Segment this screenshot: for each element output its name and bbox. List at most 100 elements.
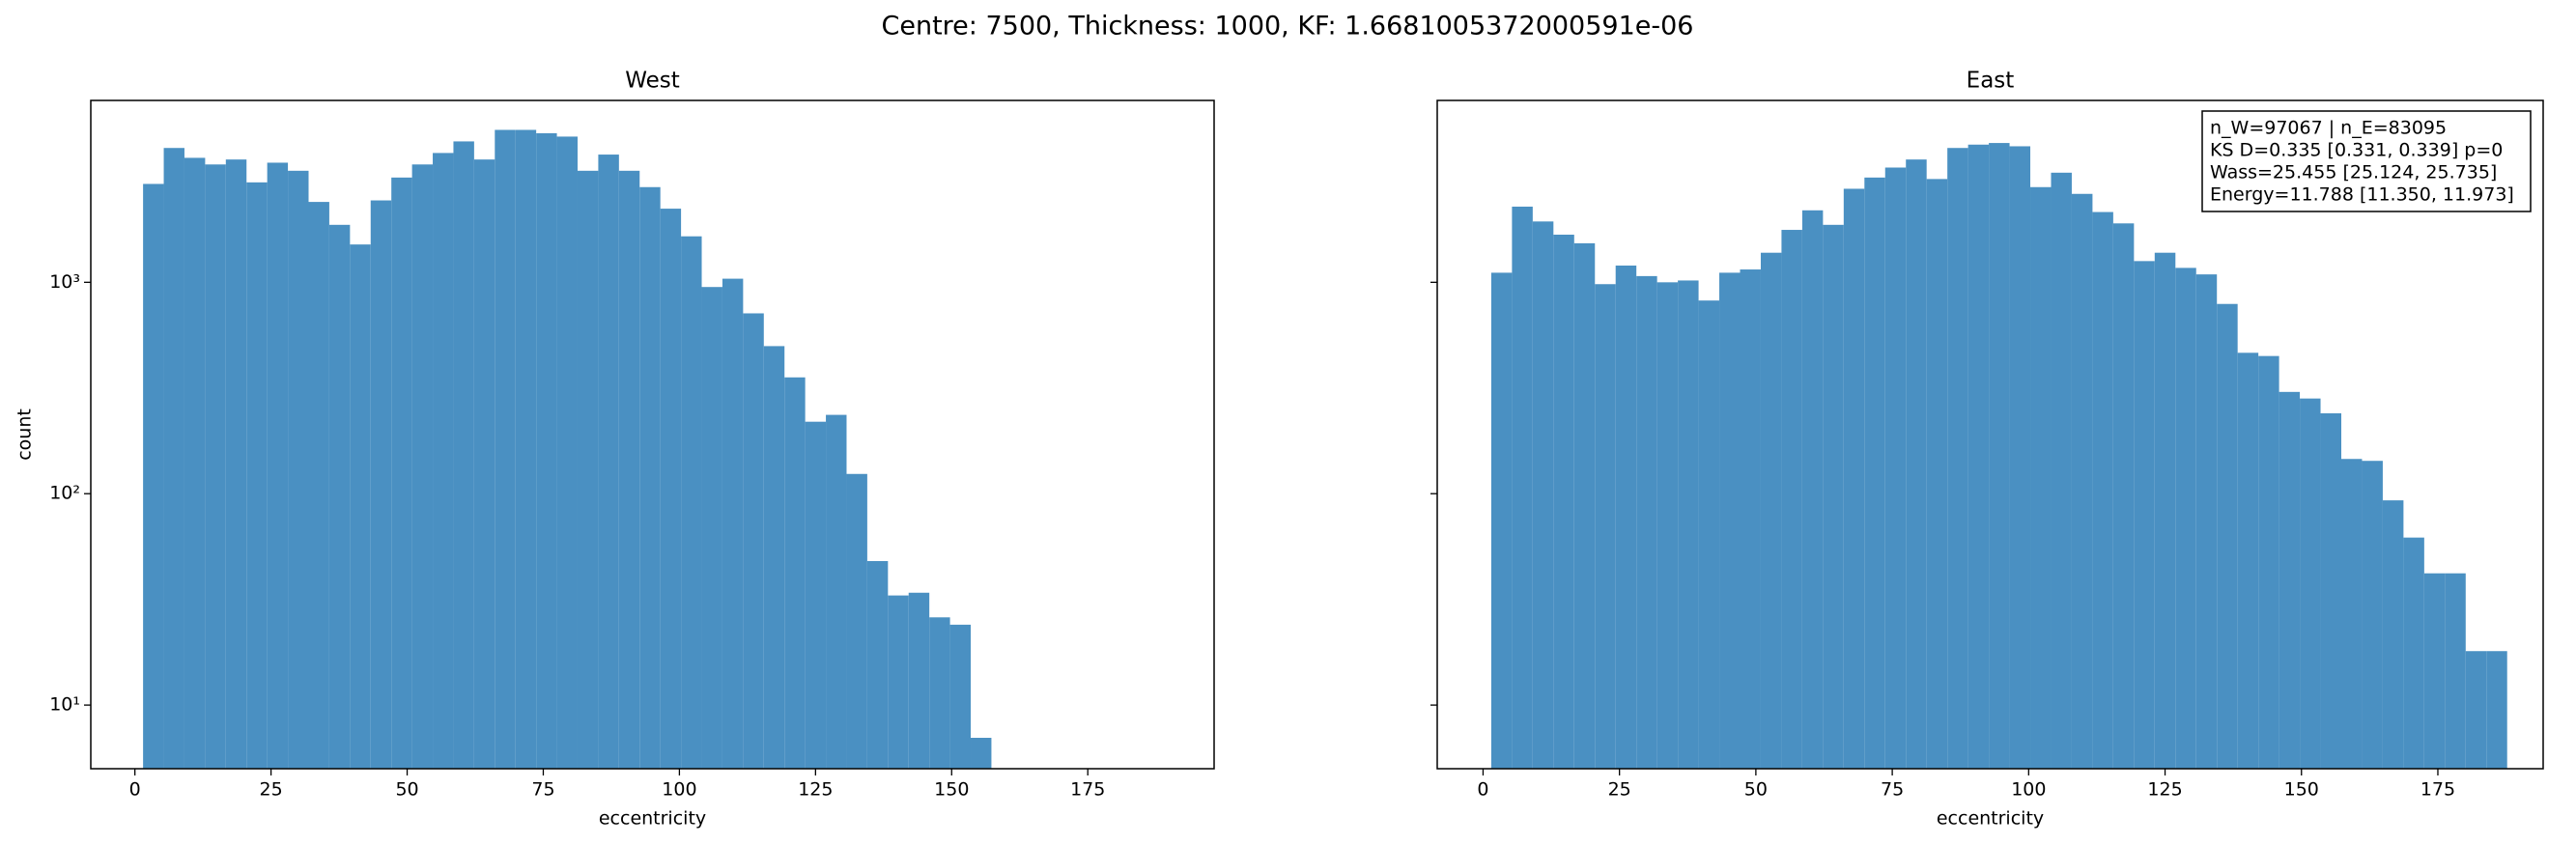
bar: [1740, 269, 1761, 770]
bar: [1532, 221, 1554, 769]
bar: [763, 346, 785, 769]
bar: [1884, 167, 1907, 769]
bar: [805, 421, 827, 769]
bar: [391, 177, 412, 769]
bar: [1553, 235, 1574, 770]
bar: [908, 592, 930, 769]
axes-frame: [1436, 99, 2544, 770]
y-tick-label: 10¹: [49, 694, 80, 716]
bar: [1926, 179, 1948, 770]
x-axis-label: eccentricity: [599, 808, 706, 830]
bar: [2423, 573, 2446, 769]
bar: [1864, 177, 1885, 769]
bar: [577, 170, 599, 769]
bar: [1801, 210, 1824, 770]
bar: [2134, 261, 2155, 770]
x-tick-label: 50: [395, 779, 418, 801]
bar: [2362, 461, 2383, 769]
bar: [2279, 391, 2301, 769]
bar: [1719, 272, 1741, 769]
bar: [2237, 352, 2259, 769]
bar: [1595, 284, 1616, 769]
bar: [2009, 146, 2031, 769]
bar: [2175, 268, 2196, 769]
x-tick-label: 150: [2284, 779, 2319, 801]
x-tick-label: 150: [934, 779, 969, 801]
bar: [473, 159, 495, 769]
annotation-line: n_W=97067 | n_E=83095: [2210, 118, 2447, 139]
x-tick-label: 25: [1608, 779, 1631, 801]
bar: [515, 129, 537, 769]
bar: [929, 617, 950, 769]
bar: [370, 200, 392, 769]
bar: [246, 182, 268, 769]
bar: [225, 159, 247, 769]
bar: [2465, 651, 2487, 769]
bar: [1512, 206, 1533, 770]
bar: [1989, 143, 2010, 769]
x-tick-label: 25: [260, 779, 283, 801]
bar: [308, 202, 329, 769]
x-tick-label: 125: [2147, 779, 2182, 801]
x-tick-label: 75: [531, 779, 554, 801]
bar: [2217, 303, 2238, 769]
bar: [1967, 144, 1990, 769]
x-tick-label: 100: [662, 779, 696, 801]
bar: [866, 560, 889, 769]
bar: [536, 133, 557, 769]
bar: [1906, 159, 1927, 769]
bar: [2071, 193, 2093, 770]
bar: [826, 414, 847, 769]
bar: [2445, 573, 2466, 769]
bar: [949, 624, 972, 769]
bar: [722, 278, 744, 769]
bar: [411, 164, 434, 769]
bar: [846, 473, 867, 769]
figure-title: Centre: 7500, Thickness: 1000, KF: 1.668…: [882, 12, 1694, 42]
bar: [143, 183, 164, 769]
bar: [2320, 412, 2341, 769]
bar: [888, 595, 909, 769]
bar: [1636, 275, 1657, 769]
bar: [2051, 172, 2072, 769]
bar: [495, 129, 516, 769]
bar: [205, 164, 226, 769]
x-tick-label: 0: [129, 779, 141, 801]
bar: [2340, 459, 2363, 769]
bar: [184, 157, 206, 769]
x-axis-label: eccentricity: [1937, 808, 2044, 830]
bar: [328, 224, 351, 769]
annotation-line: Wass=25.455 [25.124, 25.735]: [2210, 162, 2497, 183]
bar: [163, 148, 184, 769]
x-tick-label: 0: [1477, 779, 1488, 801]
bar: [639, 186, 661, 770]
bar: [1823, 224, 1844, 769]
x-tick-label: 175: [1070, 779, 1105, 801]
bar: [2092, 211, 2113, 770]
bar: [1678, 280, 1699, 769]
annotation-line: Energy=11.788 [11.350, 11.973]: [2210, 184, 2514, 206]
bar: [784, 377, 806, 769]
bar: [1573, 242, 1596, 769]
bar: [1947, 148, 1968, 769]
bar: [2154, 252, 2176, 769]
x-tick-label: 100: [2011, 779, 2046, 801]
bar: [971, 738, 992, 769]
bar: [2486, 651, 2507, 769]
axes-title: West: [625, 69, 680, 94]
axes-title: East: [1967, 69, 2015, 94]
x-tick-label: 125: [798, 779, 833, 801]
bar: [556, 136, 578, 769]
bar: [288, 170, 309, 769]
bar: [2112, 223, 2135, 769]
bar: [267, 162, 289, 769]
bar: [660, 209, 682, 769]
bar: [701, 287, 722, 769]
bar: [1843, 188, 1865, 769]
bar: [598, 155, 619, 769]
bar: [1490, 272, 1513, 769]
bar: [453, 141, 474, 769]
bar: [2403, 537, 2424, 769]
x-tick-label: 75: [1881, 779, 1904, 801]
